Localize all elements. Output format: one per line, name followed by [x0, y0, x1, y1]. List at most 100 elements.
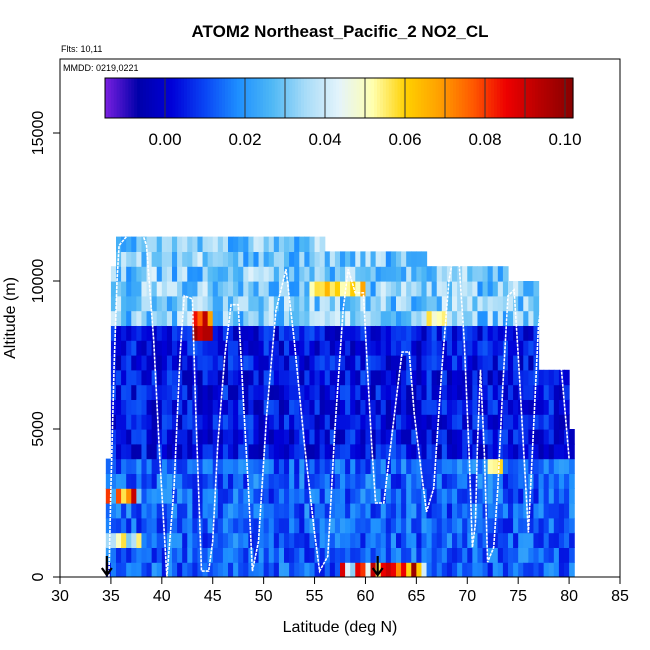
- heatmap-cell: [116, 310, 122, 326]
- heatmap-cell: [436, 473, 443, 489]
- heatmap-cell: [518, 458, 524, 474]
- heatmap-cell: [426, 295, 433, 312]
- heatmap-cell: [421, 429, 428, 445]
- heatmap-cell: [385, 355, 392, 371]
- heatmap-cell: [228, 517, 234, 534]
- heatmap-cell: [156, 251, 163, 267]
- heatmap-cell: [136, 399, 143, 415]
- heatmap-cell: [258, 503, 265, 519]
- heatmap-cell: [284, 443, 290, 460]
- heatmap-cell: [452, 281, 458, 297]
- heatmap-cell: [406, 399, 412, 415]
- heatmap-cell: [253, 429, 260, 445]
- heatmap-cell: [284, 310, 290, 326]
- heatmap-cell: [212, 399, 219, 415]
- heatmap-cell: [569, 517, 575, 534]
- heatmap-cell: [355, 384, 361, 400]
- heatmap-cell: [340, 266, 346, 282]
- heatmap-cell: [238, 295, 244, 312]
- heatmap-cell: [340, 429, 346, 445]
- heatmap-cell: [457, 295, 463, 312]
- heatmap-cell: [462, 429, 468, 445]
- heatmap-cell: [131, 458, 137, 474]
- heatmap-cell: [396, 355, 402, 371]
- heatmap-cell: [365, 251, 372, 267]
- heatmap-cell: [406, 443, 412, 460]
- heatmap-cell: [131, 532, 137, 548]
- heatmap-cell: [457, 547, 463, 563]
- heatmap-cell: [126, 355, 132, 371]
- heatmap-cell: [273, 503, 280, 519]
- heatmap-cell: [212, 443, 219, 460]
- heatmap-cell: [212, 251, 219, 267]
- heatmap-cell: [243, 266, 249, 282]
- heatmap-cell: [197, 547, 204, 563]
- heatmap-cell: [253, 325, 260, 341]
- heatmap-cell: [110, 340, 117, 356]
- heatmap-cell: [187, 443, 193, 460]
- heatmap-cell: [207, 503, 214, 519]
- heatmap-cell: [126, 547, 132, 563]
- heatmap-cell: [192, 295, 199, 312]
- heatmap-cell: [446, 458, 453, 474]
- heatmap-cell: [334, 266, 341, 282]
- heatmap-cell: [421, 384, 428, 400]
- heatmap-cell: [156, 562, 163, 577]
- heatmap-cell: [197, 355, 204, 371]
- heatmap-cell: [492, 295, 499, 312]
- heatmap-cell: [350, 310, 356, 326]
- heatmap-cell: [390, 488, 397, 504]
- heatmap-cell: [513, 488, 519, 504]
- heatmap-cell: [116, 399, 122, 415]
- heatmap-cell: [289, 473, 295, 489]
- colorbar-segment: [145, 78, 150, 118]
- heatmap-cell: [390, 369, 397, 386]
- heatmap-cell: [121, 310, 127, 326]
- heatmap-cell: [177, 251, 183, 267]
- colorbar-segment: [286, 78, 290, 118]
- heatmap-cell: [309, 503, 316, 519]
- heatmap-cell: [390, 562, 397, 577]
- heatmap-cell: [355, 517, 361, 534]
- heatmap-cell: [228, 251, 234, 267]
- heatmap-cell: [492, 384, 499, 400]
- heatmap-cell: [253, 384, 260, 400]
- heatmap-cell: [487, 295, 494, 312]
- heatmap-cell: [431, 310, 438, 326]
- heatmap-cell: [467, 384, 473, 400]
- heatmap-cell: [126, 517, 132, 534]
- heatmap-cell: [136, 369, 143, 386]
- heatmap-cell: [304, 266, 311, 282]
- colorbar-segment: [377, 78, 381, 118]
- heatmap-cell: [452, 414, 458, 430]
- heatmap-cell: [187, 355, 193, 371]
- heatmap-cell: [543, 443, 550, 460]
- heatmap-cell: [406, 355, 412, 371]
- heatmap-cell: [365, 310, 372, 326]
- heatmap-cell: [233, 414, 239, 430]
- heatmap-cell: [416, 295, 423, 312]
- heatmap-cell: [268, 310, 275, 326]
- heatmap-cell: [253, 399, 260, 415]
- heatmap-cell: [467, 503, 473, 519]
- heatmap-cell: [436, 295, 443, 312]
- heatmap-cell: [304, 547, 311, 563]
- heatmap-cell: [482, 355, 489, 371]
- heatmap-cell: [421, 503, 428, 519]
- heatmap-cell: [161, 340, 168, 356]
- heatmap-cell: [487, 429, 494, 445]
- heatmap-cell: [390, 399, 397, 415]
- colorbar-segment: [558, 78, 562, 118]
- heatmap-cell: [105, 488, 112, 504]
- heatmap-cell: [340, 532, 346, 548]
- heatmap-cell: [543, 532, 550, 548]
- heatmap-cell: [166, 384, 173, 400]
- heatmap-cell: [477, 414, 484, 430]
- heatmap-cell: [340, 443, 346, 460]
- heatmap-cell: [172, 458, 178, 474]
- heatmap-cell: [533, 429, 540, 445]
- heatmap-cell: [182, 310, 188, 326]
- heatmap-cell: [121, 547, 127, 563]
- heatmap-cell: [319, 281, 326, 297]
